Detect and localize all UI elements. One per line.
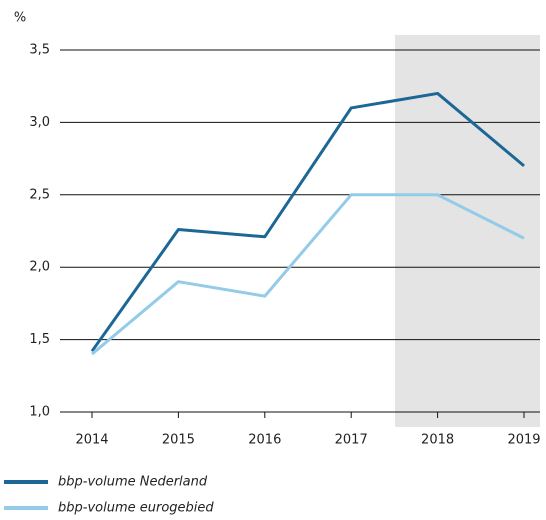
- x-tick-label: 2016: [248, 433, 281, 448]
- y-tick-label: 1,0: [29, 405, 50, 420]
- y-axis-label: %: [14, 11, 26, 26]
- y-tick-label: 3,5: [29, 43, 50, 58]
- x-tick-label: 2017: [335, 433, 368, 448]
- series-line: [91, 193, 525, 356]
- forecast-shading: [395, 35, 540, 427]
- legend-label: bbp-volume Nederland: [58, 475, 208, 490]
- y-tick-label: 2,5: [29, 187, 50, 202]
- x-tick-label: 2018: [421, 433, 454, 448]
- x-tick-label: 2015: [162, 433, 195, 448]
- y-tick-label: 3,0: [29, 115, 50, 130]
- y-tick-label: 1,5: [29, 332, 50, 347]
- legend-label: bbp-volume eurogebied: [58, 501, 214, 516]
- x-tick-label: 2014: [75, 433, 108, 448]
- series-line: [90, 91, 525, 353]
- y-tick-label: 2,0: [29, 260, 50, 275]
- x-tick-label: 2019: [507, 433, 540, 448]
